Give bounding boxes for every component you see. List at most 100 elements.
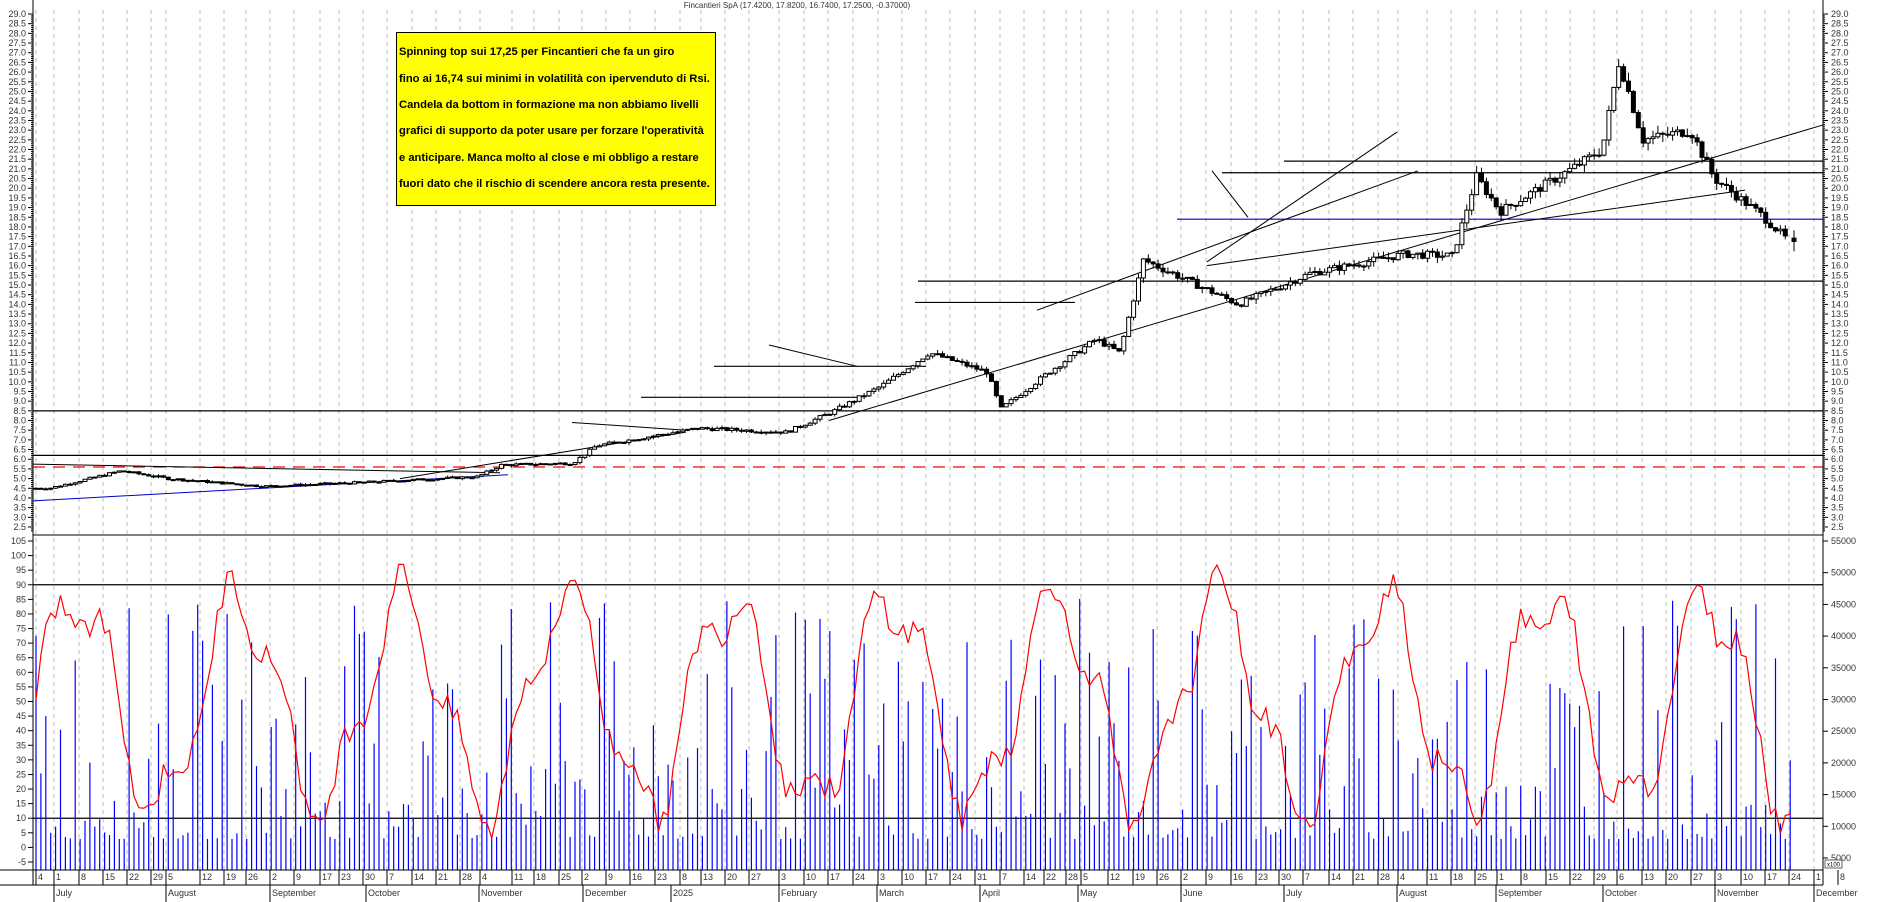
price-tick-label-left: 19.5: [8, 193, 26, 203]
candlestick-series: [33, 58, 1797, 491]
date-tick-label: 17: [1767, 872, 1777, 882]
date-tick-label: 12: [202, 872, 212, 882]
price-tick-label-right: 18.0: [1831, 222, 1849, 232]
date-tick-label: 22: [1572, 872, 1582, 882]
volume-bars: [35, 598, 1791, 870]
date-tick-label: 26: [248, 872, 258, 882]
price-tick-label-right: 9.5: [1831, 386, 1844, 396]
date-tick-label: 9: [608, 872, 613, 882]
date-tick-label: 10: [806, 872, 816, 882]
month-tick-label: July: [56, 888, 73, 898]
date-tick-label: 13: [1644, 872, 1654, 882]
price-tick-label-right: 24.0: [1831, 106, 1849, 116]
price-tick-label-right: 25.0: [1831, 86, 1849, 96]
date-tick-label: 5: [1083, 872, 1088, 882]
month-tick-label: November: [1717, 888, 1759, 898]
date-tick-label: 11: [1429, 872, 1438, 882]
volume-tick-label: 10000: [1831, 821, 1856, 831]
month-tick-label: November: [481, 888, 523, 898]
price-tick-label-left: 8.0: [13, 416, 26, 426]
date-tick-label: 18: [536, 872, 546, 882]
date-tick-label: 20: [1668, 872, 1678, 882]
date-tick-label: 29: [1596, 872, 1606, 882]
price-tick-label-left: 22.0: [8, 145, 26, 155]
date-tick-label: 8: [1840, 872, 1845, 882]
price-tick-label-right: 20.0: [1831, 183, 1849, 193]
volume-tick-label: 20000: [1831, 758, 1856, 768]
price-tick-label-left: 11.5: [9, 348, 26, 358]
date-tick-label: 13: [703, 872, 713, 882]
price-tick-label-right: 2.5: [1831, 522, 1844, 532]
date-tick-label: 22: [1046, 872, 1056, 882]
price-tick-label-left: 23.0: [8, 125, 26, 135]
price-tick-label-left: 25.5: [8, 77, 26, 87]
price-tick-label-left: 17.5: [8, 232, 26, 242]
date-tick-label: 30: [365, 872, 375, 882]
month-tick-label: May: [1080, 888, 1098, 898]
date-tick-label: 2: [1183, 872, 1188, 882]
month-tick-label: August: [168, 888, 197, 898]
month-tick-label: October: [1605, 888, 1637, 898]
month-tick-label: 2025: [673, 888, 693, 898]
date-tick-label: 3: [781, 872, 786, 882]
rsi-tick-label: 100: [11, 551, 26, 561]
date-tick-label: 2: [584, 872, 589, 882]
price-tick-label-left: 14.5: [8, 290, 26, 300]
date-tick-label: 21: [438, 872, 448, 882]
price-tick-label-left: 16.0: [8, 261, 26, 271]
horizontal-levels: [33, 160, 1823, 819]
price-tick-label-left: 4.5: [13, 483, 26, 493]
date-tick-label: 16: [1233, 872, 1243, 882]
rsi-tick-label: -5: [18, 857, 26, 867]
annotation-line: grafici di supporto da poter usare per f…: [399, 125, 704, 138]
month-tick-label: April: [982, 888, 1000, 898]
date-tick-label: 17: [322, 872, 332, 882]
date-tick-label: 1: [1816, 872, 1821, 882]
annotation-note: Spinning top sui 17,25 per Fincantieri c…: [396, 32, 716, 206]
date-tick-label: 7: [389, 872, 394, 882]
date-tick-label: 30: [1281, 872, 1291, 882]
date-tick-label: 23: [341, 872, 351, 882]
price-tick-label-left: 28.5: [8, 19, 26, 29]
price-tick-label-left: 28.0: [8, 28, 26, 38]
price-tick-label-left: 12.0: [8, 338, 26, 348]
price-tick-label-right: 20.5: [1831, 174, 1849, 184]
price-tick-label-left: 6.5: [13, 445, 26, 455]
date-tick-label: 27: [751, 872, 761, 882]
price-tick-label-right: 5.5: [1831, 464, 1844, 474]
price-tick-label-right: 19.0: [1831, 203, 1849, 213]
price-tick-label-right: 13.5: [1831, 309, 1849, 319]
price-tick-label-right: 8.0: [1831, 416, 1844, 426]
rsi-tick-label: 75: [16, 624, 26, 634]
rsi-tick-label: 80: [16, 609, 26, 619]
date-tick-label: 21: [1355, 872, 1365, 882]
price-tick-label-right: 24.5: [1831, 96, 1849, 106]
date-tick-label: 22: [129, 872, 139, 882]
date-tick-label: 26: [1159, 872, 1169, 882]
price-tick-label-left: 18.5: [8, 212, 26, 222]
rsi-tick-label: 20: [16, 784, 26, 794]
rsi-tick-label: 55: [16, 682, 26, 692]
price-tick-label-right: 15.5: [1831, 270, 1849, 280]
date-tick-label: 6: [1619, 872, 1624, 882]
price-tick-label-right: 7.5: [1831, 425, 1844, 435]
price-tick-label-left: 27.0: [8, 48, 26, 58]
rsi-tick-label: 35: [16, 740, 26, 750]
rsi-line: [35, 563, 1791, 841]
date-tick-label: 15: [105, 872, 115, 882]
price-tick-label-left: 9.0: [13, 396, 26, 406]
rsi-tick-label: 40: [16, 726, 26, 736]
price-tick-label-right: 4.0: [1831, 493, 1844, 503]
price-tick-label-left: 26.5: [8, 57, 26, 67]
price-tick-label-left: 20.0: [8, 183, 26, 193]
month-tick-label: September: [272, 888, 316, 898]
price-tick-label-right: 21.0: [1831, 164, 1849, 174]
price-tick-label-left: 20.5: [8, 174, 26, 184]
price-tick-label-left: 13.0: [8, 319, 26, 329]
price-tick-label-right: 29.0: [1831, 9, 1849, 19]
volume-tick-label: 45000: [1831, 599, 1856, 609]
chart-title: Fincantieri SpA (17.4200, 17.8200, 16.74…: [684, 1, 911, 10]
date-tick-label: 12: [1110, 872, 1120, 882]
price-tick-label-right: 6.0: [1831, 454, 1844, 464]
